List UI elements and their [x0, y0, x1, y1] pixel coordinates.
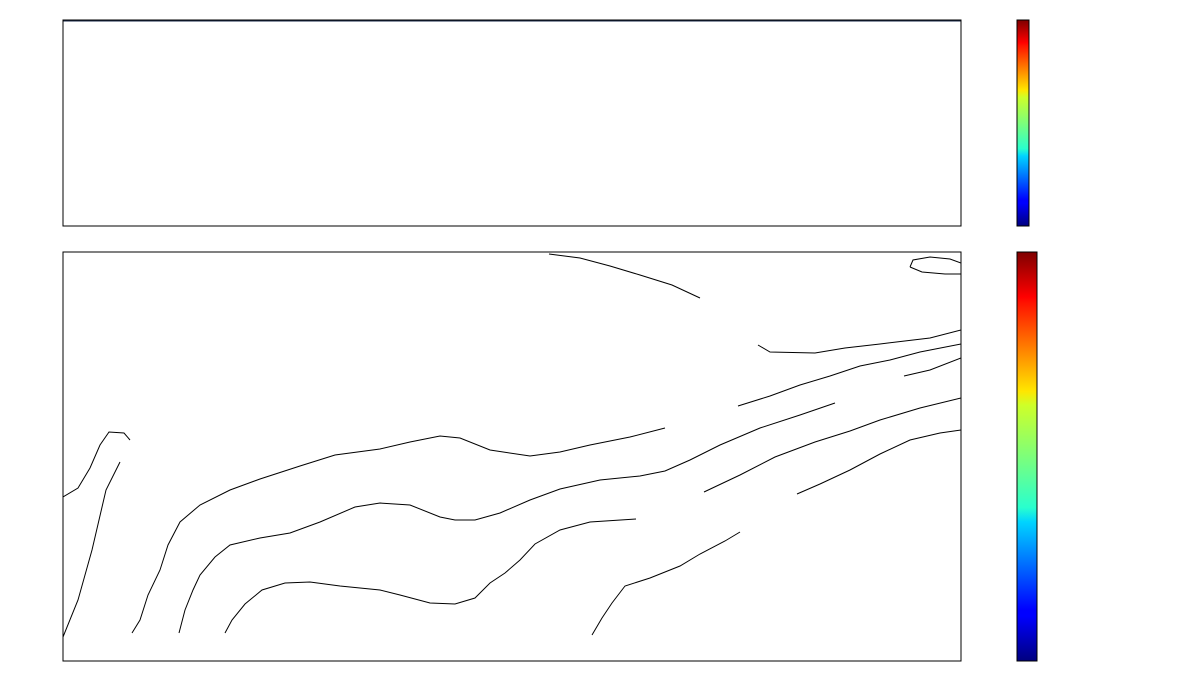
contour-16500-right	[703, 397, 961, 493]
bottom-colorbar-gradient	[1016, 251, 1038, 662]
top-colorbar-gradient	[1016, 19, 1030, 227]
contour-16800-upper-right	[757, 329, 961, 354]
contour-16650-right	[903, 357, 961, 377]
contour-lines	[63, 253, 961, 638]
top-axes-frame	[62, 19, 962, 227]
top-panel	[62, 19, 962, 227]
bottom-colorbar	[1016, 251, 1038, 662]
contour-16500	[224, 518, 637, 634]
contour-16800-lower-right	[737, 343, 961, 407]
contour-16800-hill	[909, 256, 961, 275]
top-colorbar	[1016, 19, 1030, 227]
contour-16350	[591, 531, 741, 636]
bottom-axes-frame	[62, 251, 962, 662]
contour-16800-lower	[131, 427, 666, 634]
contour-16950	[63, 461, 121, 638]
contour-16950-upper	[63, 431, 131, 498]
contour-16650	[178, 402, 836, 634]
contour-16800-upper	[548, 253, 701, 299]
top-plot-area	[63, 20, 961, 226]
contour-16350-right	[796, 429, 961, 495]
bottom-panel	[62, 251, 962, 662]
